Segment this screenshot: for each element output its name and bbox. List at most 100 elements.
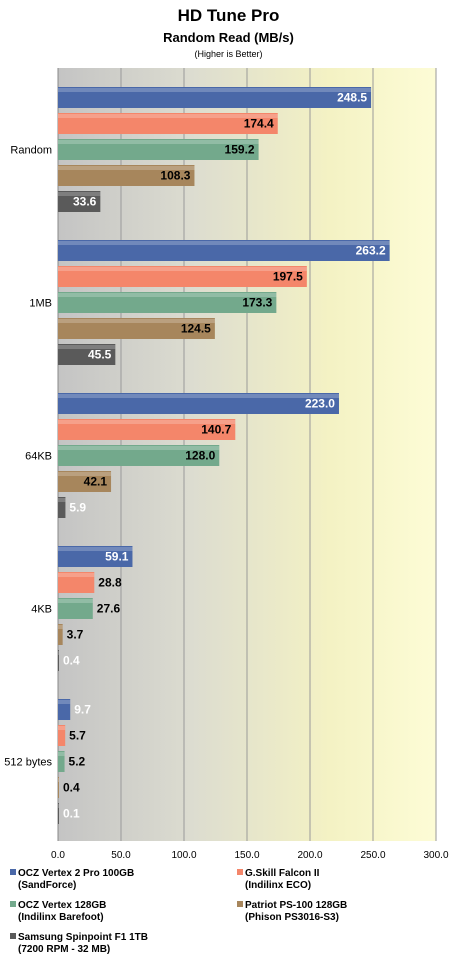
- bar-highlight: [58, 140, 259, 144]
- bar-value-label: 263.2: [356, 244, 386, 258]
- legend-label: OCZ Vertex 128GB: [18, 900, 107, 911]
- bar-highlight: [58, 752, 65, 756]
- bar-value-label: 128.0: [185, 449, 215, 463]
- legend-swatch: [237, 869, 243, 875]
- bar-value-label: 3.7: [67, 628, 84, 642]
- bar: [58, 725, 66, 746]
- legend-swatch: [10, 901, 16, 907]
- legend-sublabel: (Phison PS3016-S3): [245, 912, 339, 923]
- bar: [58, 598, 93, 619]
- bar-highlight: [58, 498, 66, 502]
- bar-value-label: 174.4: [244, 117, 274, 131]
- legend-swatch: [237, 901, 243, 907]
- bar: [58, 113, 278, 134]
- x-tick-label: 250.0: [360, 850, 385, 861]
- bar-highlight: [58, 319, 215, 323]
- bar-value-label: 5.7: [69, 729, 86, 743]
- bar: [58, 87, 372, 108]
- bar: [58, 471, 112, 492]
- chart-title: HD Tune Pro: [177, 6, 280, 25]
- bar-highlight: [58, 599, 93, 603]
- bar-value-label: 173.3: [242, 296, 272, 310]
- bar-value-label: 28.8: [98, 576, 122, 590]
- bar: [58, 445, 220, 466]
- legend-label: Samsung Spinpoint F1 1TB: [18, 932, 149, 943]
- bar-value-label: 42.1: [84, 475, 108, 489]
- legend-swatch: [10, 869, 16, 875]
- legend-label: G.Skill Falcon II: [245, 868, 320, 879]
- legend-sublabel: (SandForce): [18, 880, 77, 891]
- bar: [58, 751, 65, 772]
- bar: [58, 650, 59, 671]
- legend-entry: Samsung Spinpoint F1 1TB (7200 RPM - 32 M…: [10, 932, 148, 956]
- legend-entry: G.Skill Falcon II (Indilinx ECO): [237, 868, 319, 892]
- x-tick-label: 50.0: [111, 850, 131, 861]
- bar-value-label: 59.1: [105, 550, 129, 564]
- bar-value-label: 0.4: [63, 781, 80, 795]
- bar-highlight: [58, 472, 112, 476]
- bar-value-label: 9.7: [74, 703, 91, 717]
- legend-entry: Patriot PS-100 128GB (Phison PS3016-S3): [237, 900, 347, 924]
- legend: OCZ Vertex 2 Pro 100GB (SandForce) G.Skill…: [0, 866, 457, 957]
- legend-swatch: [10, 933, 16, 939]
- x-tick-label: 0.0: [51, 850, 65, 861]
- bar-highlight: [58, 166, 195, 170]
- bar: [58, 624, 63, 645]
- bar-highlight: [58, 573, 95, 577]
- x-tick-label: 200.0: [297, 850, 322, 861]
- legend-entry: OCZ Vertex 128GB (Indilinx Barefoot): [10, 900, 106, 924]
- bar-value-label: 5.2: [69, 755, 86, 769]
- bar-value-label: 197.5: [273, 270, 303, 284]
- bar-highlight: [58, 547, 133, 551]
- bar-value-label: 0.1: [63, 807, 80, 821]
- category-label: 64KB: [25, 451, 52, 463]
- chart-note: (Higher is Better): [194, 49, 263, 59]
- bar-highlight: [58, 88, 372, 92]
- legend-sublabel: (Indilinx Barefoot): [18, 912, 104, 923]
- bar-highlight: [58, 446, 220, 450]
- bar-value-label: 27.6: [97, 602, 121, 616]
- bar-highlight: [58, 625, 63, 629]
- category-label: 512 bytes: [4, 757, 52, 769]
- bar-highlight: [58, 241, 390, 245]
- bar-highlight: [58, 651, 59, 655]
- bar: [58, 419, 236, 440]
- bar-value-label: 45.5: [88, 348, 112, 362]
- bar: [58, 546, 133, 567]
- bar-value-label: 223.0: [305, 397, 335, 411]
- bar-highlight: [58, 420, 236, 424]
- bar-highlight: [58, 192, 101, 196]
- category-label: 1MB: [29, 298, 52, 310]
- bar: [58, 344, 116, 365]
- bar-value-label: 108.3: [160, 169, 190, 183]
- bar-value-label: 124.5: [181, 322, 211, 336]
- category-label: Random: [10, 145, 52, 157]
- bar-highlight: [58, 778, 59, 782]
- legend-entry: OCZ Vertex 2 Pro 100GB (SandForce): [10, 868, 134, 892]
- bar-highlight: [58, 114, 278, 118]
- bar: [58, 393, 339, 414]
- bar-value-label: 159.2: [225, 143, 255, 157]
- x-tick-label: 100.0: [171, 850, 196, 861]
- x-tick-label: 300.0: [423, 850, 448, 861]
- legend-sublabel: (Indilinx ECO): [245, 880, 312, 891]
- legend-label: Patriot PS-100 128GB: [245, 900, 348, 911]
- bar-value-label: 140.7: [201, 423, 231, 437]
- bar: [58, 699, 71, 720]
- bar: [58, 292, 277, 313]
- bar-highlight: [58, 700, 71, 704]
- legend-label: OCZ Vertex 2 Pro 100GB: [18, 868, 135, 879]
- bar: [58, 266, 307, 287]
- bar-highlight: [58, 726, 66, 730]
- category-label: 4KB: [31, 604, 52, 616]
- chart-subtitle: Random Read (MB/s): [163, 30, 294, 45]
- bar-highlight: [58, 345, 116, 349]
- bar-value-label: 0.4: [63, 654, 80, 668]
- bar: [58, 240, 390, 261]
- bar: [58, 165, 195, 186]
- bar-value-label: 33.6: [73, 195, 97, 209]
- bar: [58, 139, 259, 160]
- bar: [58, 803, 59, 824]
- bar: [58, 318, 215, 339]
